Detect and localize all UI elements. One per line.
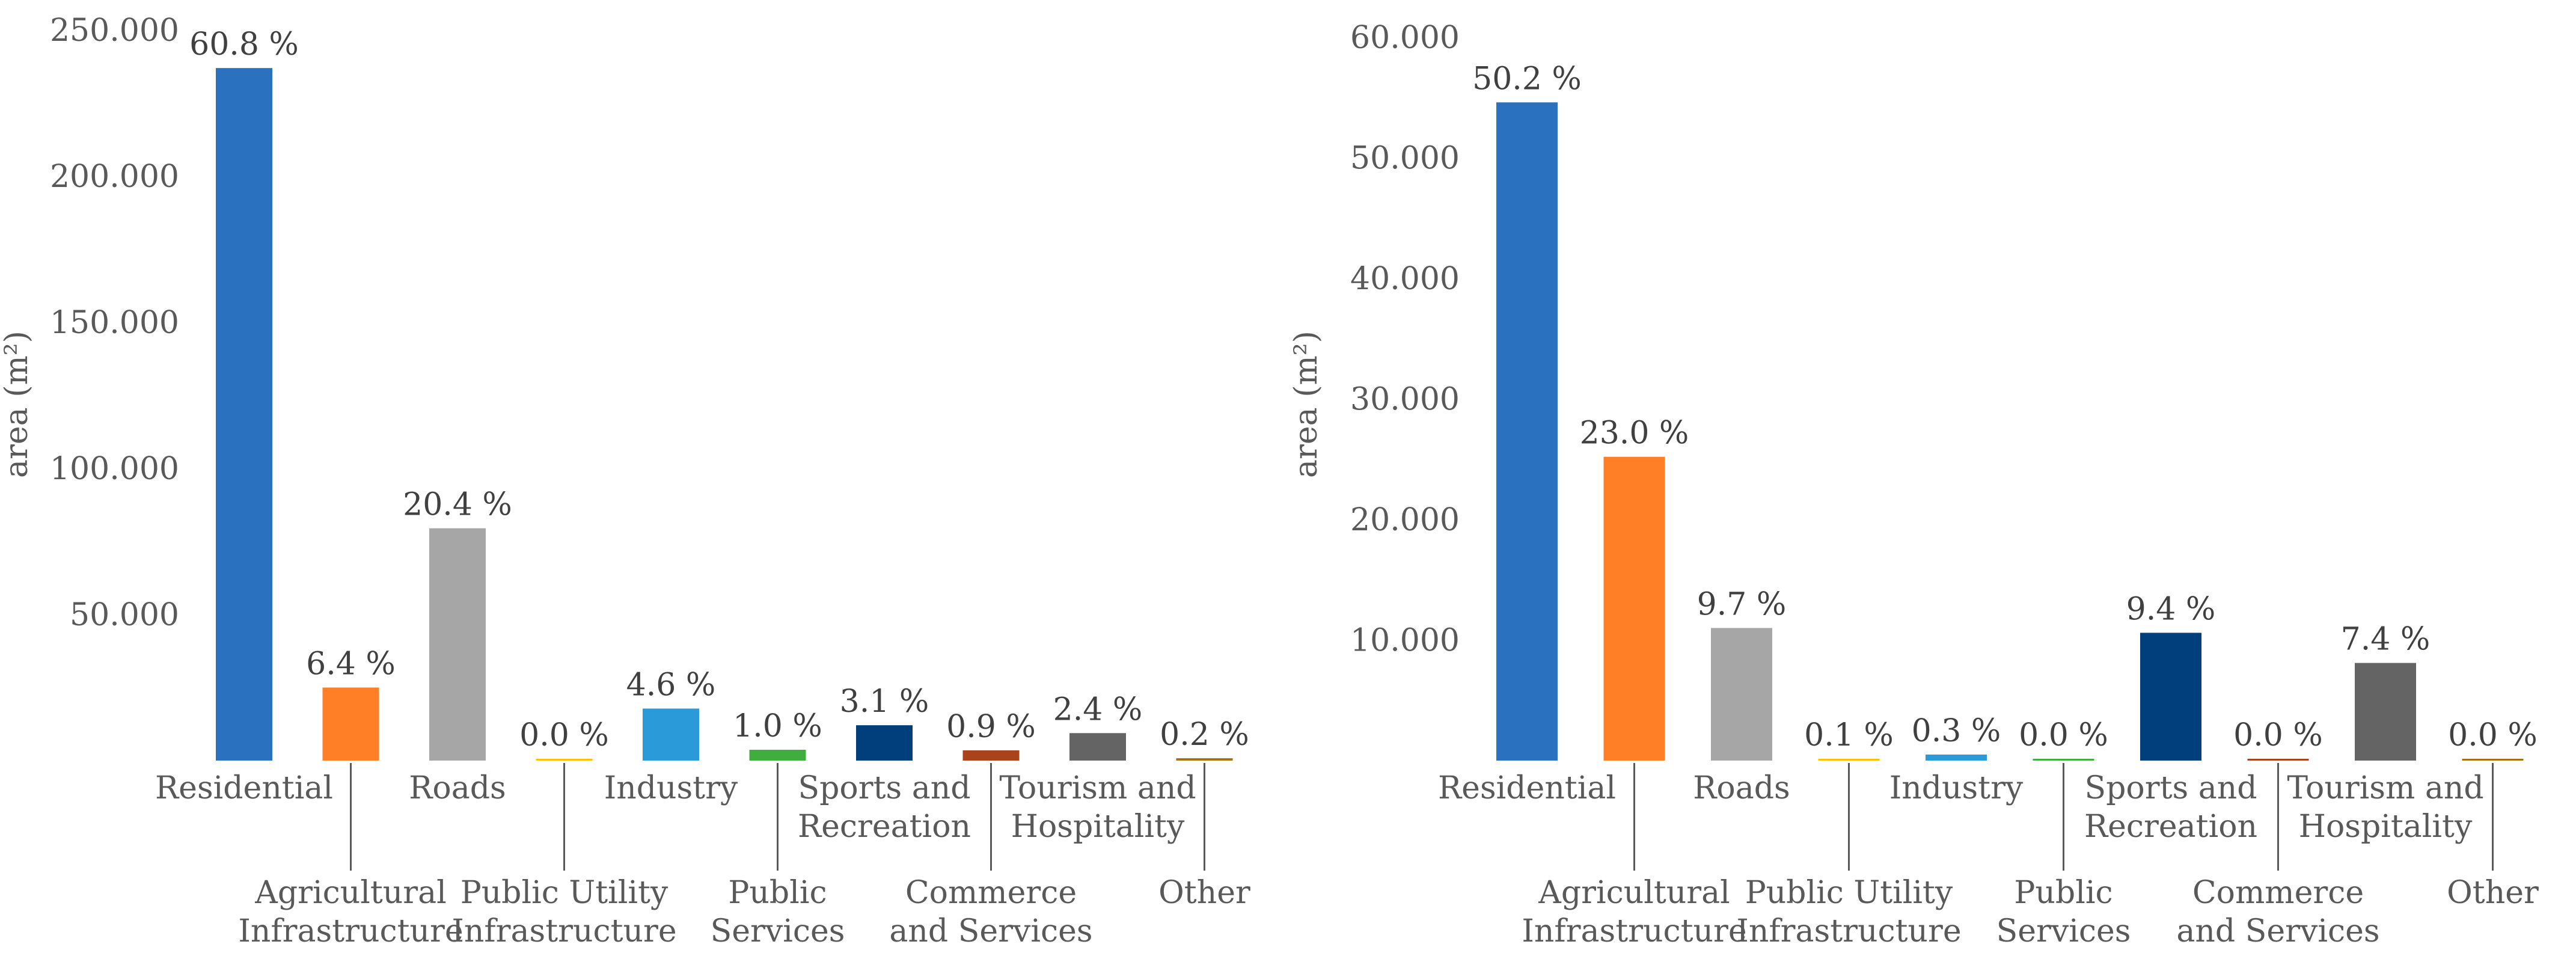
category-label-line2: and Services xyxy=(889,913,1092,949)
category-label: Sports and xyxy=(798,770,971,806)
chart-right: area (m²) 10.000 20.000 30.000 40.000 50.000 6… xyxy=(1288,20,2539,949)
data-label: 1.0 % xyxy=(733,708,822,744)
data-label: 0.0 % xyxy=(2233,717,2323,753)
bar xyxy=(1069,733,1126,761)
category-label-line2: Hospitality xyxy=(1011,809,1185,845)
category-label-line2: Infrastructure xyxy=(451,913,676,949)
category-label-line2: Services xyxy=(711,913,845,949)
data-label: 0.2 % xyxy=(1160,717,1249,753)
data-label: 9.7 % xyxy=(1697,586,1787,622)
category-label: Industry xyxy=(1889,770,2024,806)
y-tick-label: 20.000 xyxy=(1350,502,1460,538)
data-label: 6.4 % xyxy=(306,646,396,682)
bar xyxy=(2247,758,2309,761)
bar xyxy=(962,750,1020,761)
category-label: Other xyxy=(1158,875,1250,911)
y-axis-title: area (m²) xyxy=(1288,331,1324,478)
category-label: Agricultural xyxy=(254,875,446,911)
bar xyxy=(536,759,593,761)
category-label: Residential xyxy=(155,770,333,806)
data-label: 0.0 % xyxy=(2448,717,2538,753)
y-tick-label: 40.000 xyxy=(1350,261,1460,297)
category-label: Commerce xyxy=(905,875,1077,911)
data-label: 0.3 % xyxy=(1912,713,2001,749)
y-tick-label: 10.000 xyxy=(1350,623,1460,659)
category-label: Agricultural xyxy=(1538,875,1730,911)
category-label: Other xyxy=(2447,875,2539,911)
bar xyxy=(429,528,486,761)
category-label: Tourism and xyxy=(999,770,1196,806)
bar xyxy=(643,708,699,761)
bar xyxy=(2355,663,2416,761)
y-tick-label: 50.000 xyxy=(70,597,179,633)
bar xyxy=(1926,754,1987,761)
data-label: 0.0 % xyxy=(519,717,609,753)
category-label-line2: Services xyxy=(1996,913,2131,949)
data-label: 2.4 % xyxy=(1053,691,1143,728)
bar xyxy=(2140,633,2201,761)
data-label: 4.6 % xyxy=(626,667,716,703)
y-tick-label: 50.000 xyxy=(1350,141,1460,177)
bar xyxy=(1818,758,1880,761)
y-tick-label: 30.000 xyxy=(1350,382,1460,418)
category-label-line2: Infrastructure xyxy=(1522,913,1746,949)
bar xyxy=(1603,456,1665,761)
bar xyxy=(1496,102,1558,761)
data-label: 9.4 % xyxy=(2126,591,2216,627)
y-tick-label: 100.000 xyxy=(50,451,179,487)
category-label-line2: Recreation xyxy=(798,809,971,845)
data-label: 23.0 % xyxy=(1580,415,1689,452)
category-label: Commerce xyxy=(2192,875,2364,911)
data-label: 50.2 % xyxy=(1472,61,1582,97)
bar xyxy=(216,68,272,761)
y-tick-label: 250.000 xyxy=(50,13,179,49)
category-label-line2: Recreation xyxy=(2084,809,2257,845)
y-tick-label: 60.000 xyxy=(1350,20,1460,56)
bar xyxy=(2033,759,2094,761)
bar xyxy=(1711,628,1772,761)
category-label: Industry xyxy=(604,770,738,806)
data-label: 0.0 % xyxy=(2019,717,2108,753)
category-label: Public Utility xyxy=(460,875,668,911)
category-label: Residential xyxy=(1438,770,1616,806)
category-label: Roads xyxy=(409,770,506,806)
category-label: Public xyxy=(728,875,827,911)
data-label: 20.4 % xyxy=(403,487,512,523)
data-label: 60.8 % xyxy=(189,26,299,63)
category-label: Public Utility xyxy=(1745,875,1953,911)
y-tick-label: 150.000 xyxy=(50,305,179,341)
y-axis-title: area (m²) xyxy=(0,331,35,478)
category-label-line2: and Services xyxy=(2176,913,2379,949)
bar xyxy=(322,687,379,761)
category-label-line2: Infrastructure xyxy=(238,913,463,949)
bar xyxy=(749,750,806,761)
chart-left: area (m²) 50.000 100.000 150.000 200.000 250.… xyxy=(0,13,1250,949)
data-label: 3.1 % xyxy=(840,684,929,720)
data-label: 7.4 % xyxy=(2341,622,2431,658)
bar xyxy=(856,725,913,761)
data-label: 0.9 % xyxy=(946,709,1036,745)
bar xyxy=(1176,758,1233,761)
category-label: Tourism and xyxy=(2287,770,2483,806)
y-tick-label: 200.000 xyxy=(50,159,179,195)
data-label: 0.1 % xyxy=(1804,717,1894,753)
category-label-line2: Infrastructure xyxy=(1736,913,1961,949)
category-label-line2: Hospitality xyxy=(2299,809,2473,845)
category-label: Sports and xyxy=(2085,770,2257,806)
bar xyxy=(2462,758,2524,761)
category-label: Roads xyxy=(1693,770,1790,806)
category-label: Public xyxy=(2014,875,2113,911)
